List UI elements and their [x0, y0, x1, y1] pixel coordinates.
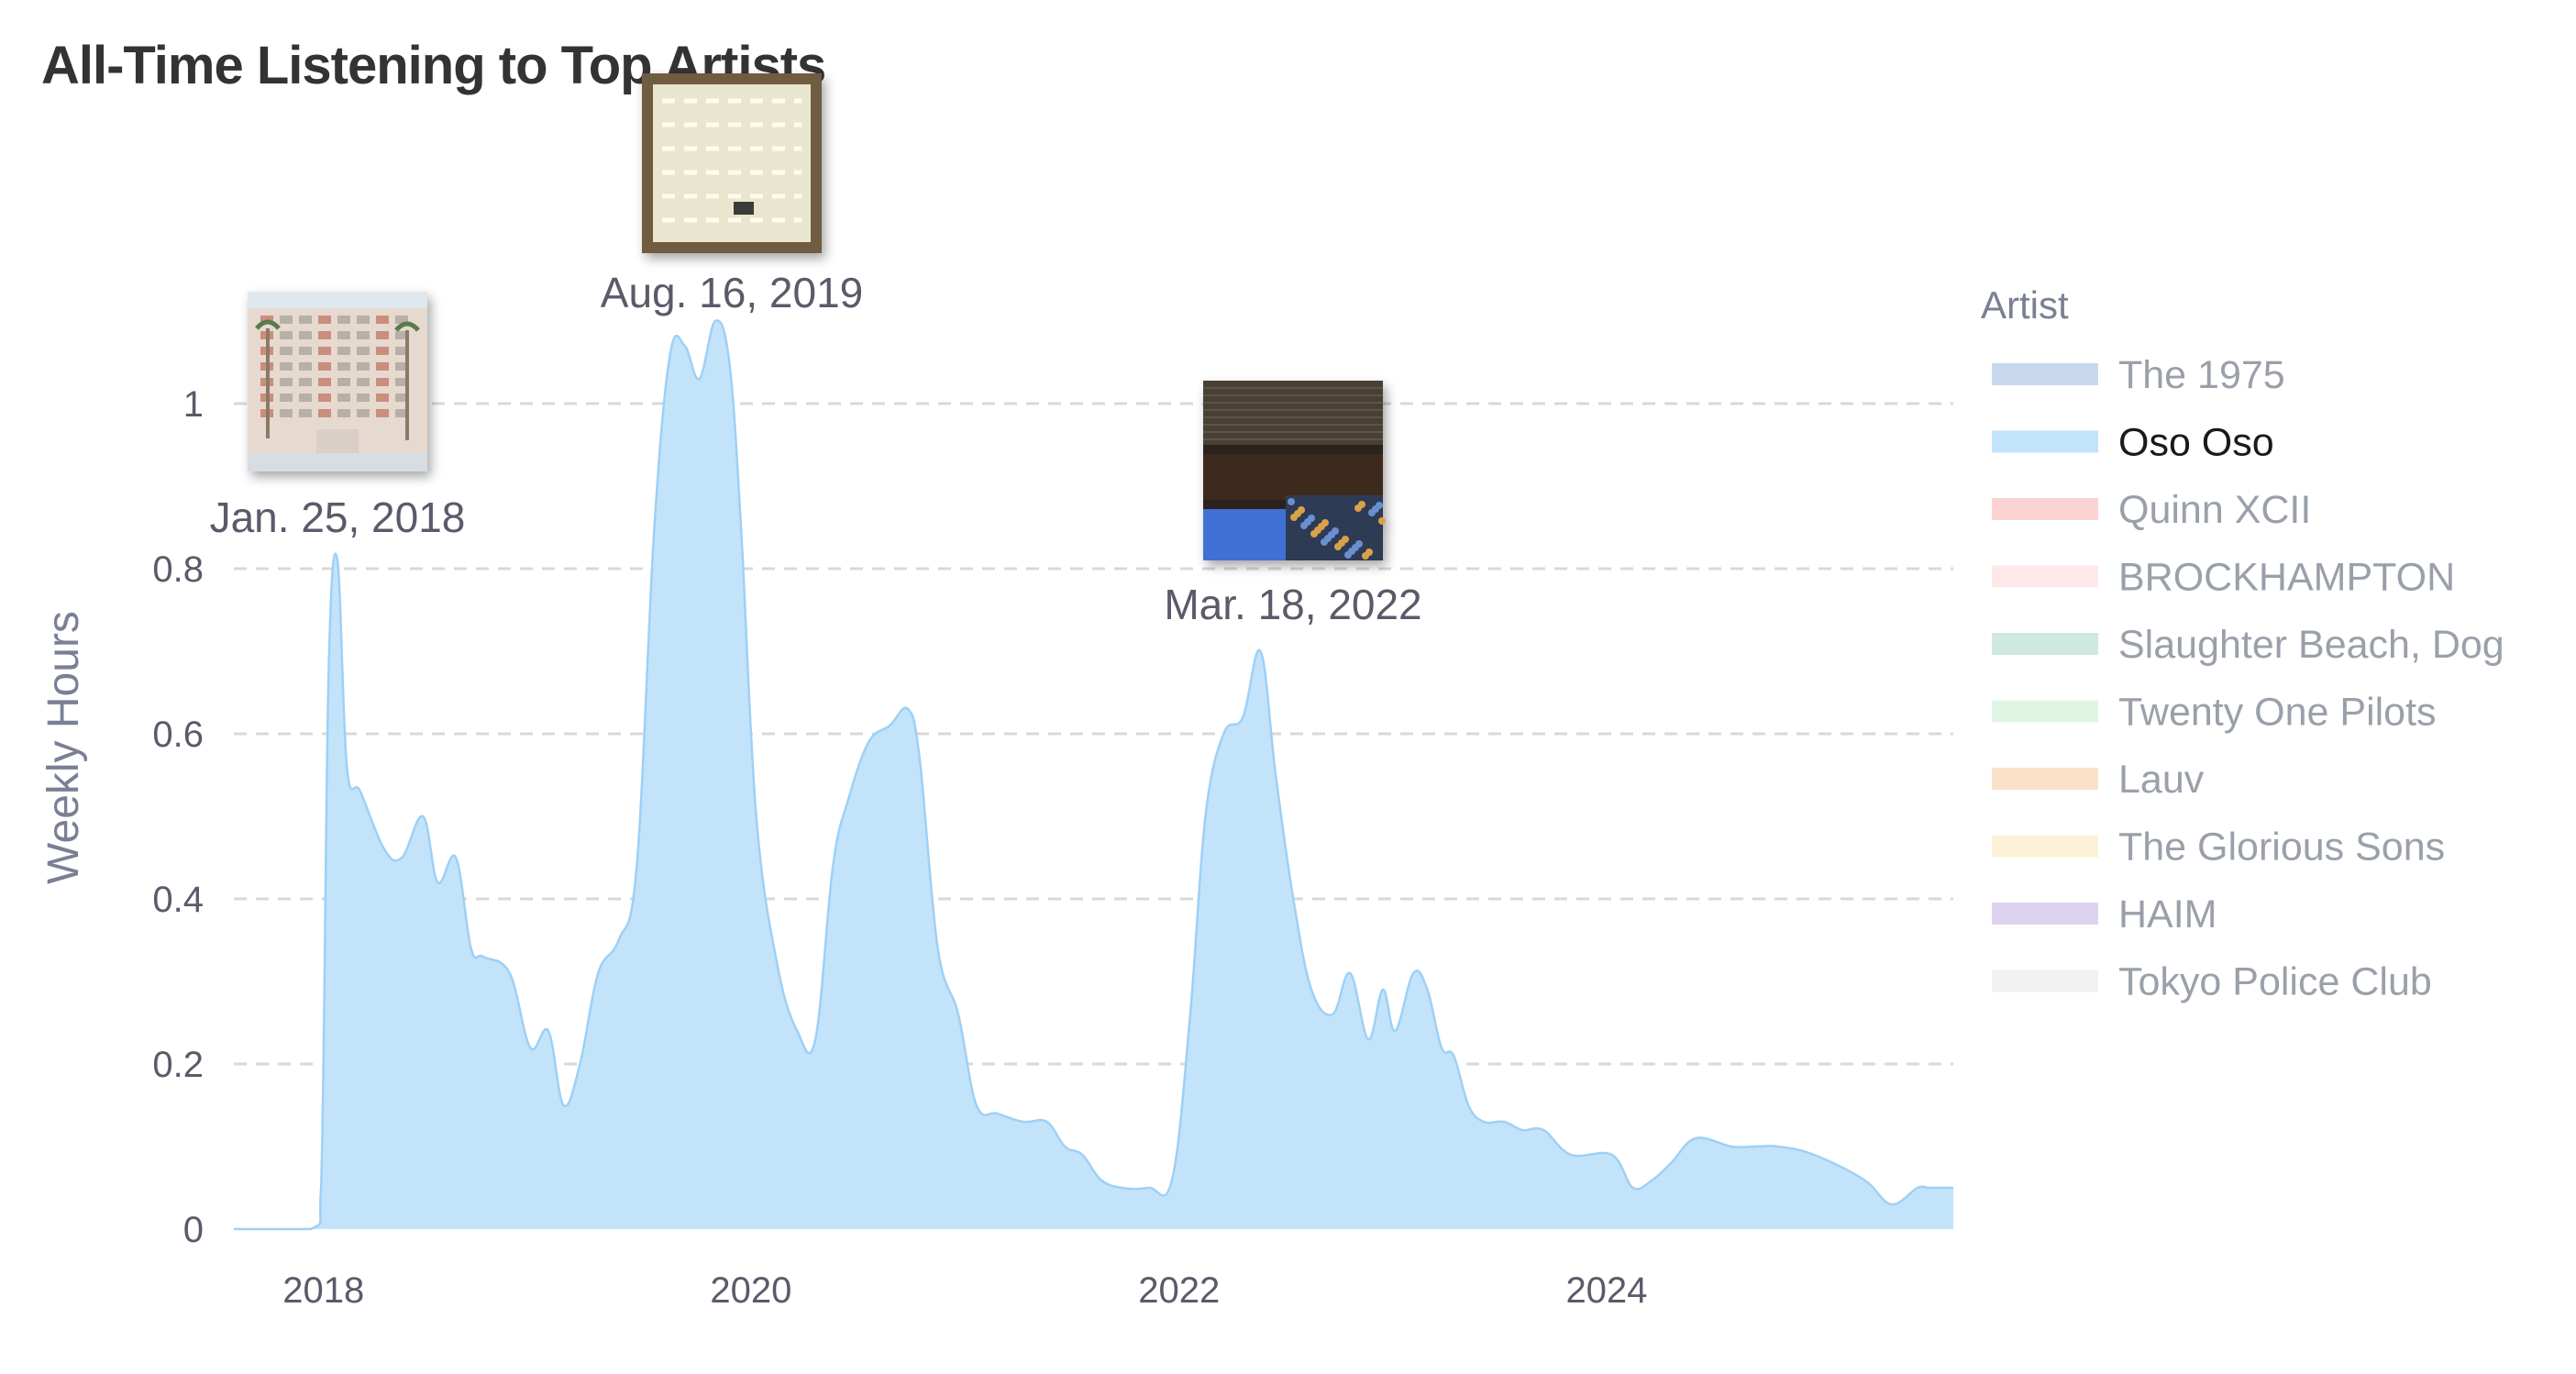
legend-item-brockhampton[interactable]: BROCKHAMPTON: [1992, 556, 2455, 600]
legend-item-lauv[interactable]: Lauv: [1992, 758, 2205, 802]
legend-title: Artist: [1981, 283, 2069, 327]
legend-item-twenty-one-pilots[interactable]: Twenty One Pilots: [1992, 691, 2437, 735]
legend-label: The Glorious Sons: [2118, 826, 2445, 870]
legend-label: BROCKHAMPTON: [2118, 556, 2455, 600]
legend-item-quinn-xcii[interactable]: Quinn XCII: [1992, 488, 2311, 532]
legend-swatch: [1992, 903, 2098, 925]
legend-label: HAIM: [2118, 892, 2217, 936]
legend-item-haim[interactable]: HAIM: [1992, 892, 2217, 936]
legend: Artist The 1975 Oso Oso Quinn XCII BROCKHAMP…: [1981, 283, 2504, 1004]
legend-label: Twenty One Pilots: [2118, 691, 2437, 735]
annotation-date-label: Aug. 16, 2019: [601, 269, 863, 316]
legend-swatch: [1992, 498, 2098, 520]
apartment-building-thumbnail: [248, 292, 427, 471]
legend-label: The 1975: [2118, 353, 2285, 397]
y-tick-label: 0: [183, 1210, 204, 1250]
legend-swatch: [1992, 835, 2098, 858]
legend-label: Oso Oso: [2118, 421, 2274, 465]
legend-label: Slaughter Beach, Dog: [2118, 623, 2504, 667]
y-tick-label: 0.8: [152, 549, 204, 590]
legend-item-the-1975[interactable]: The 1975: [1992, 353, 2285, 397]
x-tick-label: 2020: [710, 1270, 791, 1311]
series-area-layer: [234, 319, 1953, 1231]
y-tick-label: 1: [183, 384, 204, 425]
legend-label: Lauv: [2118, 758, 2205, 802]
legend-swatch: [1992, 363, 2098, 385]
legend-item-tokyo-police-club[interactable]: Tokyo Police Club: [1992, 960, 2432, 1004]
series-line-oso-oso: [234, 319, 1953, 1231]
y-tick-label: 0.6: [152, 715, 204, 755]
y-tick-label: 0.2: [152, 1045, 204, 1085]
series-area-oso-oso[interactable]: [234, 320, 1953, 1229]
legend-item-slaughter-beach-dog[interactable]: Slaughter Beach, Dog: [1992, 623, 2504, 667]
legend-swatch: [1992, 565, 2098, 588]
legend-swatch: [1992, 700, 2098, 723]
lightbox-thumbnail: [642, 73, 822, 253]
x-tick-label: 2024: [1565, 1270, 1647, 1311]
annotation-date-label: Mar. 18, 2022: [1164, 581, 1421, 628]
legend-label: Quinn XCII: [2118, 488, 2311, 532]
legend-item-oso-oso[interactable]: Oso Oso: [1992, 421, 2274, 465]
annotations: Jan. 25, 2018 Aug. 16, 2019 Mar. 18, 2022: [210, 73, 1422, 628]
x-tick-label: 2018: [282, 1270, 364, 1311]
x-tick-label: 2022: [1138, 1270, 1220, 1311]
legend-item-the-glorious-sons[interactable]: The Glorious Sons: [1992, 826, 2445, 870]
legend-swatch: [1992, 970, 2098, 992]
legend-swatch: [1992, 430, 2098, 453]
y-tick-label: 0.4: [152, 880, 204, 920]
y-axis-title: Weekly Hours: [39, 611, 88, 884]
annotation-date-label: Jan. 25, 2018: [210, 493, 466, 541]
legend-label: Tokyo Police Club: [2118, 960, 2432, 1004]
legend-swatch: [1992, 633, 2098, 655]
roller-rink-thumbnail: [1203, 381, 1386, 560]
legend-swatch: [1992, 768, 2098, 790]
axes: 0 0.2 0.4 0.6 0.8 1 2018 2020 2022 2024 Weekly Hou…: [39, 384, 1647, 1311]
